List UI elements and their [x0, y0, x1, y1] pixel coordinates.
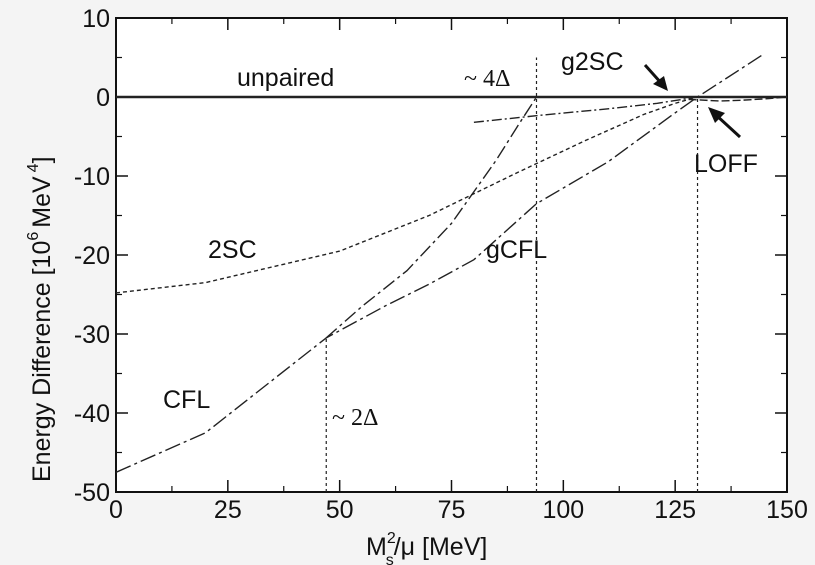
x-tick-label: 50 — [326, 496, 354, 524]
axis-ticks — [115, 17, 788, 493]
y-tick-label: -30 — [74, 321, 110, 349]
x-axis-title: M2 s/μ [MeV] — [366, 530, 487, 565]
reference-lines — [325, 57, 699, 492]
y-axis-title: Energy Difference [106MeV4] — [25, 156, 56, 482]
x-tick-label: 100 — [542, 496, 584, 524]
x-tick-labels: 0 25 50 75 100 125 150 — [109, 496, 808, 524]
y-tick-label: -20 — [74, 242, 110, 270]
label-two-delta: ~ 2Δ — [332, 405, 378, 431]
g2sc-arrow — [643, 63, 668, 91]
series-line-gcfl — [325, 96, 538, 339]
series-line-g2sc — [473, 96, 698, 123]
series-line-cfl — [115, 52, 765, 473]
y-tick-label: -10 — [74, 163, 110, 191]
series-lines — [115, 52, 788, 473]
x-tick-label: 0 — [109, 496, 123, 524]
x-tick-label: 25 — [214, 496, 242, 524]
label-2sc: 2SC — [208, 236, 257, 264]
label-gcfl: gCFL — [486, 236, 547, 264]
y-tick-labels: 10 0 -10 -20 -30 -40 -50 — [74, 5, 110, 507]
loff-arrow — [708, 107, 742, 139]
x-tick-label: 75 — [438, 496, 466, 524]
y-tick-label: 0 — [96, 84, 110, 112]
label-loff: LOFF — [694, 150, 758, 178]
y-tick-label: -50 — [74, 479, 110, 507]
label-g2sc: g2SC — [561, 48, 624, 76]
y-tick-label: 10 — [82, 5, 110, 33]
label-unpaired: unpaired — [237, 64, 334, 92]
x-tick-label: 150 — [766, 496, 808, 524]
series-line-2sc — [115, 96, 698, 294]
x-tick-label: 125 — [654, 496, 696, 524]
label-cfl: CFL — [163, 386, 210, 414]
y-tick-label: -40 — [74, 400, 110, 428]
label-four-delta: ~ 4Δ — [464, 66, 510, 92]
